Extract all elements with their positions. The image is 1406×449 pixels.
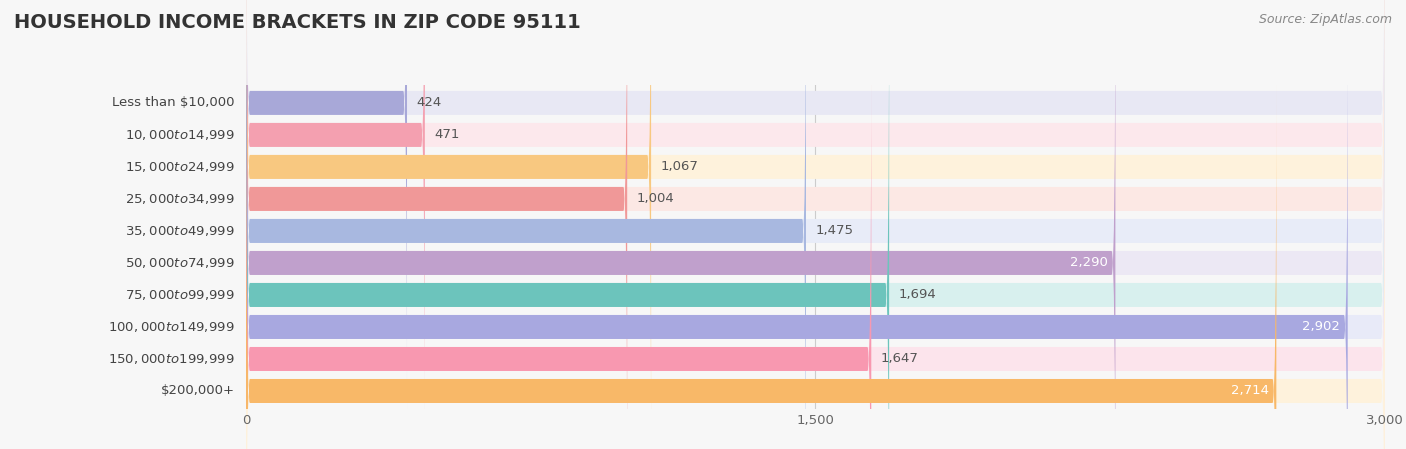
FancyBboxPatch shape bbox=[246, 0, 1385, 443]
Text: $35,000 to $49,999: $35,000 to $49,999 bbox=[125, 224, 235, 238]
FancyBboxPatch shape bbox=[246, 83, 1385, 449]
FancyBboxPatch shape bbox=[246, 0, 1385, 449]
Text: $15,000 to $24,999: $15,000 to $24,999 bbox=[125, 160, 235, 174]
Text: 471: 471 bbox=[434, 128, 460, 141]
FancyBboxPatch shape bbox=[246, 0, 651, 449]
Text: 1,475: 1,475 bbox=[815, 224, 853, 238]
FancyBboxPatch shape bbox=[246, 51, 872, 449]
Text: $150,000 to $199,999: $150,000 to $199,999 bbox=[108, 352, 235, 366]
FancyBboxPatch shape bbox=[246, 0, 627, 449]
FancyBboxPatch shape bbox=[246, 51, 1385, 449]
FancyBboxPatch shape bbox=[246, 0, 1385, 449]
FancyBboxPatch shape bbox=[246, 0, 406, 411]
FancyBboxPatch shape bbox=[246, 0, 889, 449]
Text: $75,000 to $99,999: $75,000 to $99,999 bbox=[125, 288, 235, 302]
Text: $50,000 to $74,999: $50,000 to $74,999 bbox=[125, 256, 235, 270]
FancyBboxPatch shape bbox=[246, 19, 1385, 449]
FancyBboxPatch shape bbox=[246, 0, 1385, 411]
Text: $25,000 to $34,999: $25,000 to $34,999 bbox=[125, 192, 235, 206]
Text: $10,000 to $14,999: $10,000 to $14,999 bbox=[125, 128, 235, 142]
Text: Source: ZipAtlas.com: Source: ZipAtlas.com bbox=[1258, 13, 1392, 26]
Text: 1,694: 1,694 bbox=[898, 288, 936, 301]
Text: 1,647: 1,647 bbox=[880, 352, 918, 365]
Text: HOUSEHOLD INCOME BRACKETS IN ZIP CODE 95111: HOUSEHOLD INCOME BRACKETS IN ZIP CODE 95… bbox=[14, 13, 581, 32]
Text: $200,000+: $200,000+ bbox=[160, 384, 235, 397]
FancyBboxPatch shape bbox=[246, 0, 1385, 449]
Text: 2,902: 2,902 bbox=[1302, 321, 1340, 334]
Text: 2,290: 2,290 bbox=[1070, 256, 1108, 269]
Text: 1,004: 1,004 bbox=[637, 193, 675, 206]
FancyBboxPatch shape bbox=[246, 83, 1277, 449]
Text: Less than $10,000: Less than $10,000 bbox=[112, 97, 235, 110]
FancyBboxPatch shape bbox=[246, 0, 1385, 449]
FancyBboxPatch shape bbox=[246, 0, 425, 443]
Text: 2,714: 2,714 bbox=[1230, 384, 1268, 397]
Text: 424: 424 bbox=[416, 97, 441, 110]
FancyBboxPatch shape bbox=[246, 19, 1348, 449]
FancyBboxPatch shape bbox=[246, 0, 1385, 449]
FancyBboxPatch shape bbox=[246, 0, 1115, 449]
Text: 1,067: 1,067 bbox=[661, 160, 699, 173]
FancyBboxPatch shape bbox=[246, 0, 806, 449]
Text: $100,000 to $149,999: $100,000 to $149,999 bbox=[108, 320, 235, 334]
